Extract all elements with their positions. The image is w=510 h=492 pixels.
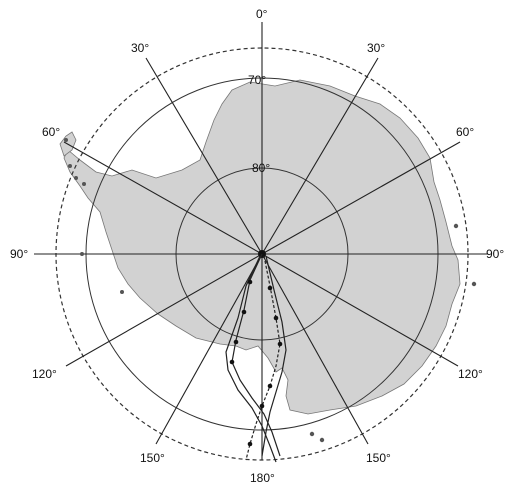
meridian-120e	[261, 253, 459, 367]
island-dot	[80, 252, 84, 256]
meridian-30e	[261, 57, 379, 255]
label-60-left: 60°	[42, 125, 60, 139]
island-dot	[471, 281, 477, 287]
label-30-left: 30°	[131, 41, 149, 55]
island-dot	[309, 431, 315, 437]
label-180: 180°	[250, 471, 275, 485]
label-90-right: 90°	[486, 247, 504, 261]
label-70-ring: 70°	[248, 73, 266, 87]
islands	[64, 138, 477, 443]
island-dot	[64, 138, 68, 142]
label-150-left: 150°	[140, 451, 165, 465]
traverse-routes	[225, 253, 287, 463]
island-dot	[453, 223, 459, 229]
meridian-30w	[145, 57, 263, 255]
meridian-150w	[155, 253, 263, 445]
route-right-2	[261, 255, 287, 457]
route-marker	[247, 441, 253, 447]
meridian-60w	[63, 141, 263, 255]
meridian-60e	[261, 141, 461, 255]
label-120-right: 120°	[458, 367, 483, 381]
label-30-right: 30°	[367, 41, 385, 55]
route-marker	[259, 403, 265, 409]
route-marker	[247, 279, 253, 285]
meridian-150e	[261, 253, 369, 445]
label-0: 0°	[256, 7, 268, 21]
route-marker	[273, 315, 279, 321]
meridian-lines	[34, 22, 488, 460]
route-right	[245, 255, 281, 461]
island-dot	[319, 437, 325, 443]
label-60-right: 60°	[456, 125, 474, 139]
label-80-ring: 80°	[252, 161, 270, 175]
island-dot	[74, 176, 78, 180]
route-marker	[233, 339, 239, 345]
route-left-2	[225, 255, 277, 463]
island-dot	[68, 164, 72, 168]
route-marker	[267, 285, 273, 291]
route-marker	[267, 383, 273, 389]
label-150-right: 150°	[366, 451, 391, 465]
route-marker	[241, 309, 247, 315]
route-marker	[277, 341, 283, 347]
island-dot	[120, 290, 124, 294]
route-markers	[229, 279, 283, 447]
route-marker	[229, 359, 235, 365]
label-90-left: 90°	[10, 247, 28, 261]
island-dot	[82, 182, 86, 186]
label-120-left: 120°	[32, 367, 57, 381]
meridian-120w	[65, 253, 263, 367]
